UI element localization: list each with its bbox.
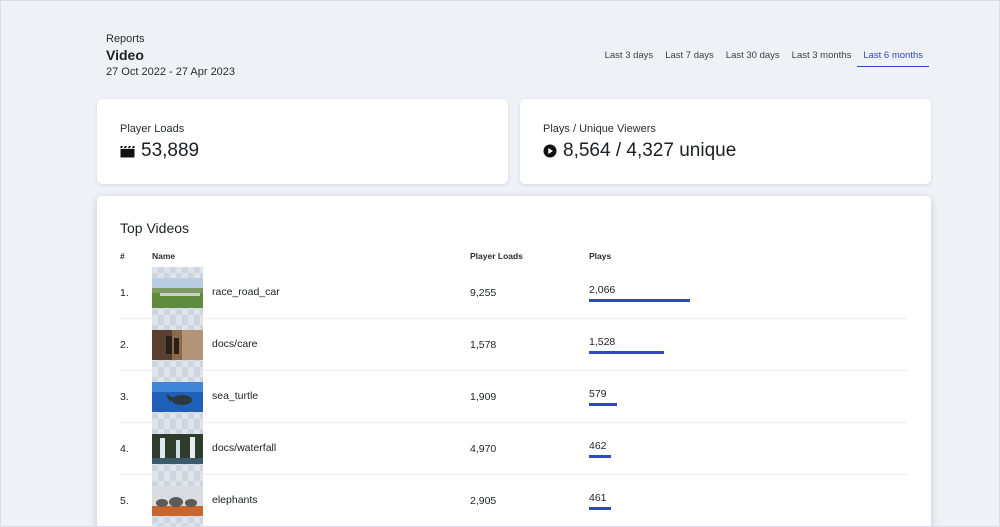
table-row[interactable]: 2. docs/care 1,578 1,528 xyxy=(120,319,907,371)
video-thumbnail[interactable] xyxy=(152,267,203,319)
plays-bar xyxy=(589,507,611,510)
player-loads-card: Player Loads 53,889 xyxy=(97,99,508,184)
video-thumbnail[interactable] xyxy=(152,371,203,423)
tab-last-30-days[interactable]: Last 30 days xyxy=(725,50,780,61)
row-rank: 2. xyxy=(120,339,129,351)
video-player-loads: 1,578 xyxy=(470,339,497,351)
video-plays: 462 xyxy=(589,440,607,452)
video-name[interactable]: docs/waterfall xyxy=(212,442,277,454)
player-loads-label: Player Loads xyxy=(120,123,185,135)
video-plays: 461 xyxy=(589,492,607,504)
video-thumbnail[interactable] xyxy=(152,319,203,371)
plays-bar xyxy=(589,299,690,302)
top-videos-title: Top Videos xyxy=(120,220,190,236)
plays-card: Plays / Unique Viewers 8,564 / 4,327 uni… xyxy=(520,99,931,184)
plays-bar xyxy=(589,455,611,458)
row-rank: 5. xyxy=(120,495,129,507)
player-loads-value: 53,889 xyxy=(141,140,200,161)
tab-last-6-months[interactable]: Last 6 months xyxy=(857,48,929,67)
video-thumbnail[interactable] xyxy=(152,423,203,475)
video-name[interactable]: sea_turtle xyxy=(212,390,259,402)
row-rank: 3. xyxy=(120,391,129,403)
column-header-rank: # xyxy=(120,251,125,261)
video-thumbnail[interactable] xyxy=(152,475,203,526)
video-plays: 2,066 xyxy=(589,284,616,296)
table-row[interactable]: 5. elephants 2,905 461 xyxy=(120,475,907,526)
column-header-player-loads: Player Loads xyxy=(470,251,523,261)
video-player-loads: 2,905 xyxy=(470,495,497,507)
column-header-plays: Plays xyxy=(589,251,612,261)
video-plays: 1,528 xyxy=(589,336,616,348)
page-header: Reports Video 27 Oct 2022 - 27 Apr 2023 xyxy=(106,33,235,78)
plays-stat: 8,564 / 4,327 unique xyxy=(543,140,736,162)
video-name[interactable]: race_road_car xyxy=(212,286,280,298)
plays-bar xyxy=(589,403,617,406)
table-row[interactable]: 3. sea_turtle 1,909 579 xyxy=(120,371,907,423)
table-row[interactable]: 1. race_road_car 9,255 2,066 xyxy=(120,267,907,319)
date-range: 27 Oct 2022 - 27 Apr 2023 xyxy=(106,66,236,78)
time-range-tabs: Last 3 days Last 7 days Last 30 days Las… xyxy=(599,48,929,67)
plays-label: Plays / Unique Viewers xyxy=(543,123,656,135)
video-name[interactable]: elephants xyxy=(212,494,258,506)
page-title: Video xyxy=(106,47,144,63)
column-header-name: Name xyxy=(152,251,176,261)
player-loads-stat: 53,889 xyxy=(120,140,199,162)
tab-last-3-days[interactable]: Last 3 days xyxy=(604,50,654,61)
top-videos-card: Top Videos # Name Player Loads Plays 1. … xyxy=(97,196,931,526)
tab-last-3-months[interactable]: Last 3 months xyxy=(791,50,852,61)
video-name[interactable]: docs/care xyxy=(212,338,258,350)
row-rank: 4. xyxy=(120,443,129,455)
plays-value: 8,564 / 4,327 unique xyxy=(563,140,737,161)
video-player-loads: 1,909 xyxy=(470,391,497,403)
table-row[interactable]: 4. docs/waterfall 4,970 462 xyxy=(120,423,907,475)
video-player-loads: 4,970 xyxy=(470,443,497,455)
breadcrumb[interactable]: Reports xyxy=(106,33,145,45)
plays-bar xyxy=(589,351,664,354)
row-rank: 1. xyxy=(120,287,129,299)
video-plays: 579 xyxy=(589,388,607,400)
tab-last-7-days[interactable]: Last 7 days xyxy=(665,50,714,61)
video-player-loads: 9,255 xyxy=(470,287,497,299)
play-circle-icon xyxy=(543,144,557,158)
clapperboard-icon xyxy=(120,145,135,158)
